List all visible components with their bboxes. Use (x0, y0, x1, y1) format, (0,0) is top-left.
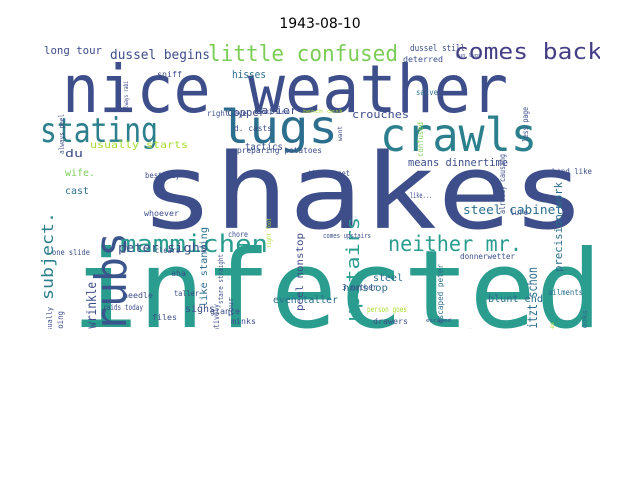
cloud-word: taller (174, 289, 199, 298)
cloud-word: chore (228, 230, 248, 239)
cloud-word: means dinnertime (408, 156, 508, 169)
cloud-word: little confused (208, 42, 398, 67)
cloud-word: one slide (52, 248, 90, 257)
cloud-word: aha (171, 269, 186, 278)
cloud-word: dussel still (410, 44, 465, 54)
cloud-word: minks (231, 317, 256, 326)
cloud-word: mother laughs (464, 328, 475, 329)
cloud-word: hisses (232, 68, 266, 81)
cloud-word: confused (416, 122, 425, 157)
cloud-word: crawls (380, 108, 537, 162)
cloud-word: already causing (498, 154, 507, 214)
cloud-word: d. casts (234, 124, 272, 133)
cloud-word: always rabi (123, 81, 130, 111)
cloud-word: infected (72, 228, 600, 330)
cloud-word: raids today (103, 303, 143, 312)
cloud-word: preparing potatoes (237, 146, 322, 155)
cloud-word: say tentatively (212, 304, 221, 329)
cloud-word: 3 mother (342, 283, 377, 292)
cloud-word: less page (521, 107, 530, 142)
word-cloud: shakes infected nice weather crawls stating l… (40, 42, 600, 329)
cloud-word: salve (416, 88, 438, 97)
cloud-word: like... (410, 191, 432, 200)
cloud-word: easier (254, 104, 297, 117)
cloud-word: cast (65, 186, 89, 197)
cloud-word: shakes (140, 131, 586, 253)
cloud-word: usually starts (90, 140, 188, 151)
cloud-word: right foot (266, 218, 273, 248)
cloud-word: long tour (44, 44, 102, 57)
cloud-word: needle (123, 291, 153, 300)
cloud-word: get going (56, 311, 65, 329)
cloud-word: person goes (367, 305, 407, 314)
cloud-word: even taller (273, 295, 338, 306)
cloud-word: deterred (403, 55, 443, 64)
cloud-word: nice weather (62, 51, 508, 128)
cloud-word: files (152, 313, 177, 322)
cloud-word: clears (155, 246, 180, 255)
chart-title: 1943-08-10 (279, 16, 361, 32)
cloud-word: things get (308, 169, 350, 178)
cloud-word: bench desk (303, 109, 343, 115)
cloud-word: best way (145, 171, 180, 180)
cloud-word: sniff (157, 70, 182, 79)
cloud-word: mammichen (120, 230, 268, 258)
cloud-word: mother comes (549, 322, 556, 329)
cloud-word: glance (210, 307, 240, 316)
cloud-word: du (65, 147, 83, 160)
cloud-word: steel (373, 273, 403, 284)
cloud-word: ist usually (46, 307, 54, 329)
cloud-word: like standing (199, 227, 210, 307)
cloud-word: donnerwetter (460, 252, 515, 261)
cloud-word: right eye (207, 109, 247, 118)
cloud-word: barely alive (255, 110, 290, 116)
cloud-word: nonstop (343, 283, 388, 294)
cloud-word: crouches (352, 108, 409, 121)
cloud-word: stare straight (217, 254, 225, 304)
cloud-word: ailments (548, 288, 583, 297)
cloud-word: steel cabinet (463, 203, 563, 217)
cloud-word: neither mr. (388, 232, 522, 256)
cloud-word: lure (510, 208, 528, 217)
cloud-word: want (337, 126, 344, 141)
cloud-word: comes upstairs (323, 232, 371, 240)
cloud-word: margot looks (581, 310, 589, 329)
cloud-word: tour (227, 297, 235, 317)
cloud-word: deep wrinkle (85, 282, 100, 329)
cloud-word: lugs (220, 100, 338, 154)
cloud-word: sighs (185, 304, 215, 315)
cloud-word: precision work (552, 182, 565, 272)
cloud-word: stating (40, 111, 158, 151)
cloud-word: peter sighs (118, 241, 208, 255)
cloud-word: hand like (552, 167, 592, 176)
cloud-word: dussel begins (110, 48, 210, 63)
cloud-word: always peel (58, 114, 66, 154)
cloud-word: comes back (454, 42, 600, 65)
cloud-word: copper (227, 106, 265, 119)
cloud-word: gun lugs (456, 53, 481, 59)
cloud-word: wife. (65, 168, 95, 179)
cloud-word: escaped (426, 318, 451, 324)
cloud-word: tactics (245, 142, 283, 153)
cloud-word: blunt end (488, 294, 543, 305)
cloud-word: whoever (144, 209, 179, 218)
cloud-word: drawers (373, 317, 408, 326)
cloud-word: escaped peter (436, 264, 445, 324)
